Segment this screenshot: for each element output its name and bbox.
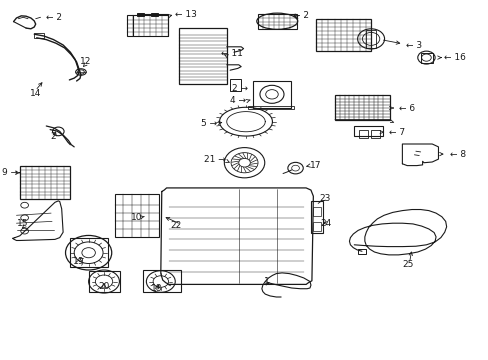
Text: ← 13: ← 13 — [175, 10, 196, 19]
Text: ← 3: ← 3 — [406, 41, 422, 50]
Text: ← 7: ← 7 — [388, 128, 404, 137]
Text: 14: 14 — [29, 89, 41, 98]
Text: 24: 24 — [320, 219, 331, 228]
Bar — [358, 130, 367, 138]
Bar — [114, 194, 159, 237]
Bar — [151, 13, 158, 16]
Bar — [313, 222, 320, 231]
Bar — [420, 53, 432, 63]
Text: ← 11: ← 11 — [220, 49, 242, 58]
Text: 10: 10 — [131, 213, 142, 222]
Bar — [70, 238, 108, 267]
Text: ← 8: ← 8 — [449, 150, 465, 159]
Bar — [357, 249, 365, 254]
Bar — [34, 33, 44, 38]
Bar — [142, 270, 181, 292]
Bar — [315, 19, 370, 51]
Text: 20: 20 — [98, 282, 109, 291]
Text: ← 2: ← 2 — [45, 13, 61, 22]
Bar — [353, 126, 383, 136]
Bar — [258, 14, 296, 29]
Bar — [88, 271, 120, 292]
Text: 23: 23 — [319, 194, 330, 203]
Text: 12: 12 — [80, 58, 91, 67]
Bar — [313, 207, 320, 216]
Text: 18: 18 — [151, 284, 163, 293]
Bar — [310, 201, 322, 233]
Text: 19: 19 — [73, 256, 84, 266]
Bar — [370, 130, 379, 138]
Bar — [248, 106, 293, 109]
Text: 9 →: 9 → — [2, 168, 19, 177]
Bar — [127, 15, 168, 36]
Text: 25: 25 — [402, 260, 413, 269]
Text: ← 2: ← 2 — [293, 11, 309, 20]
Bar — [230, 79, 240, 91]
Text: 1: 1 — [263, 277, 269, 286]
Text: ← 6: ← 6 — [398, 104, 414, 113]
Bar — [253, 81, 290, 108]
Text: 2: 2 — [51, 132, 56, 141]
Text: 5 →: 5 → — [201, 119, 217, 128]
Text: 21 →: 21 → — [203, 155, 225, 163]
Bar — [20, 166, 70, 199]
Text: 17: 17 — [309, 161, 321, 170]
Bar — [366, 30, 375, 48]
Text: 22: 22 — [170, 220, 182, 230]
Text: 15: 15 — [18, 220, 29, 229]
Text: 4 →: 4 → — [229, 96, 245, 105]
Bar — [137, 13, 143, 16]
Bar — [334, 95, 389, 120]
Text: 2 →: 2 → — [232, 84, 248, 93]
Text: ← 16: ← 16 — [444, 53, 465, 62]
Bar — [178, 28, 226, 84]
